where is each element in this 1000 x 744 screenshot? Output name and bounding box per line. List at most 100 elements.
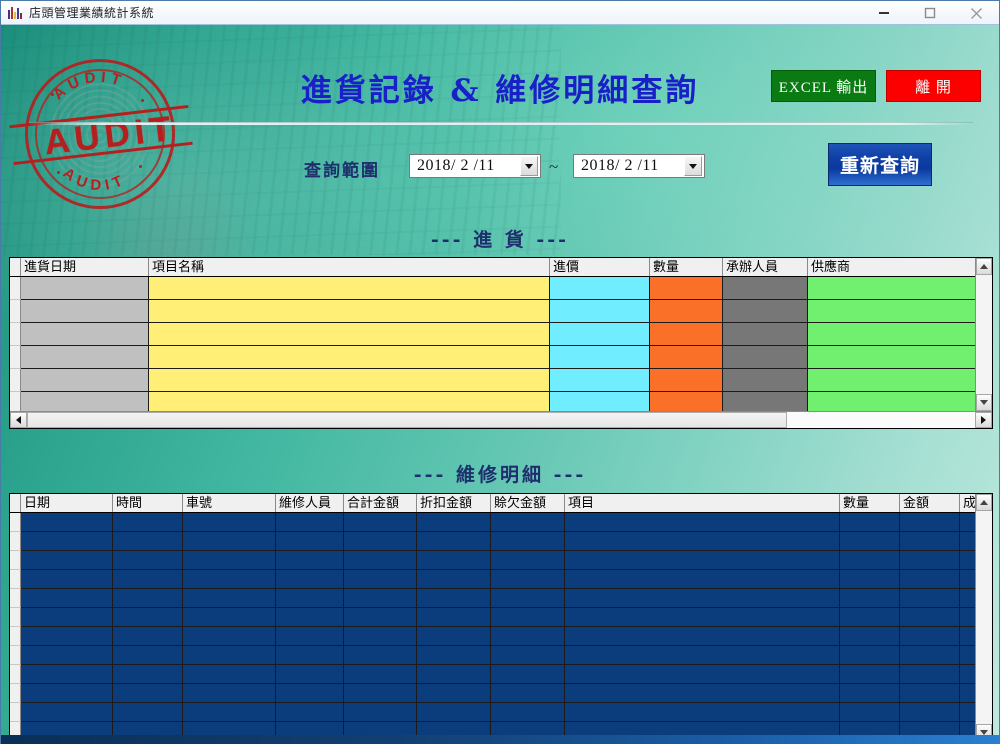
table-cell[interactable] <box>491 703 565 722</box>
column-header-8[interactable]: 數量 <box>840 494 900 512</box>
repair-vertical-scrollbar[interactable] <box>975 494 992 741</box>
row-indicator-cell[interactable] <box>10 646 21 665</box>
table-cell[interactable] <box>808 323 975 346</box>
column-header-0[interactable]: 進貨日期 <box>21 258 149 276</box>
table-cell[interactable] <box>417 570 491 589</box>
table-cell[interactable] <box>21 369 149 392</box>
column-header-6[interactable]: 賒欠金額 <box>491 494 565 512</box>
table-cell[interactable] <box>900 665 960 684</box>
table-cell[interactable] <box>276 551 344 570</box>
table-cell[interactable] <box>565 665 840 684</box>
repair-grid[interactable]: 日期 時間 車號 維修人員 合計金額 折扣金額 賒欠金額 項目 數量 金額成 <box>9 493 993 744</box>
row-indicator-cell[interactable] <box>10 346 21 369</box>
table-cell[interactable] <box>21 608 113 627</box>
table-cell[interactable] <box>491 513 565 532</box>
scroll-up-icon[interactable] <box>976 494 992 511</box>
table-cell[interactable] <box>808 300 975 323</box>
row-indicator-cell[interactable] <box>10 589 21 608</box>
table-cell[interactable] <box>344 608 417 627</box>
table-row[interactable] <box>10 532 975 551</box>
table-cell[interactable] <box>276 627 344 646</box>
row-indicator-cell[interactable] <box>10 532 21 551</box>
table-cell[interactable] <box>491 551 565 570</box>
column-header-1[interactable]: 項目名稱 <box>149 258 550 276</box>
table-cell[interactable] <box>900 646 960 665</box>
table-cell[interactable] <box>344 665 417 684</box>
table-cell[interactable] <box>276 665 344 684</box>
table-cell[interactable] <box>550 392 650 411</box>
purchase-vertical-scrollbar[interactable] <box>975 258 992 411</box>
table-cell[interactable] <box>808 392 975 411</box>
row-indicator-cell[interactable] <box>10 627 21 646</box>
table-cell[interactable] <box>344 551 417 570</box>
table-cell[interactable] <box>723 277 808 300</box>
table-cell[interactable] <box>840 665 900 684</box>
table-cell[interactable] <box>808 369 975 392</box>
table-cell[interactable] <box>183 570 276 589</box>
table-row[interactable] <box>10 665 975 684</box>
table-cell[interactable] <box>276 570 344 589</box>
purchase-grid[interactable]: 進貨日期 項目名稱 進價 數量 承辦人員 供應商 <box>9 257 993 429</box>
scroll-down-icon[interactable] <box>976 394 992 411</box>
table-cell[interactable] <box>21 627 113 646</box>
column-header-0[interactable]: 日期 <box>21 494 113 512</box>
table-cell[interactable] <box>960 646 975 665</box>
table-cell[interactable] <box>565 646 840 665</box>
table-cell[interactable] <box>417 532 491 551</box>
table-row[interactable] <box>10 300 975 323</box>
table-cell[interactable] <box>960 608 975 627</box>
table-cell[interactable] <box>723 369 808 392</box>
table-cell[interactable] <box>276 532 344 551</box>
table-cell[interactable] <box>900 703 960 722</box>
table-cell[interactable] <box>113 646 183 665</box>
column-header-1[interactable]: 時間 <box>113 494 183 512</box>
table-cell[interactable] <box>840 532 900 551</box>
table-row[interactable] <box>10 513 975 532</box>
date-from-picker[interactable]: 2018/ 2 /11 <box>409 154 541 178</box>
table-cell[interactable] <box>650 323 723 346</box>
table-cell[interactable] <box>417 684 491 703</box>
table-cell[interactable] <box>344 646 417 665</box>
table-row[interactable] <box>10 684 975 703</box>
table-cell[interactable] <box>565 608 840 627</box>
table-cell[interactable] <box>344 627 417 646</box>
row-indicator-cell[interactable] <box>10 684 21 703</box>
scroll-left-icon[interactable] <box>10 412 27 428</box>
table-cell[interactable] <box>960 513 975 532</box>
table-cell[interactable] <box>840 646 900 665</box>
table-cell[interactable] <box>113 608 183 627</box>
table-cell[interactable] <box>21 589 113 608</box>
table-cell[interactable] <box>21 277 149 300</box>
table-cell[interactable] <box>650 300 723 323</box>
table-cell[interactable] <box>565 627 840 646</box>
table-cell[interactable] <box>417 513 491 532</box>
purchase-grid-rows[interactable] <box>10 277 975 411</box>
table-cell[interactable] <box>344 684 417 703</box>
table-cell[interactable] <box>183 532 276 551</box>
close-icon[interactable] <box>953 1 999 25</box>
table-cell[interactable] <box>900 513 960 532</box>
table-cell[interactable] <box>491 684 565 703</box>
table-cell[interactable] <box>149 369 550 392</box>
table-cell[interactable] <box>417 627 491 646</box>
table-cell[interactable] <box>183 551 276 570</box>
column-header-10[interactable]: 成 <box>960 494 975 512</box>
table-cell[interactable] <box>113 684 183 703</box>
table-cell[interactable] <box>900 570 960 589</box>
table-cell[interactable] <box>550 346 650 369</box>
table-row[interactable] <box>10 589 975 608</box>
purchase-horizontal-scrollbar[interactable] <box>10 411 992 428</box>
table-cell[interactable] <box>900 551 960 570</box>
table-cell[interactable] <box>417 551 491 570</box>
table-cell[interactable] <box>183 684 276 703</box>
table-cell[interactable] <box>840 608 900 627</box>
table-cell[interactable] <box>21 703 113 722</box>
column-header-2[interactable]: 車號 <box>183 494 276 512</box>
repair-vscroll-track[interactable] <box>976 511 992 724</box>
column-header-9[interactable]: 金額 <box>900 494 960 512</box>
table-cell[interactable] <box>900 589 960 608</box>
table-cell[interactable] <box>21 646 113 665</box>
table-row[interactable] <box>10 551 975 570</box>
table-cell[interactable] <box>344 532 417 551</box>
table-cell[interactable] <box>183 608 276 627</box>
